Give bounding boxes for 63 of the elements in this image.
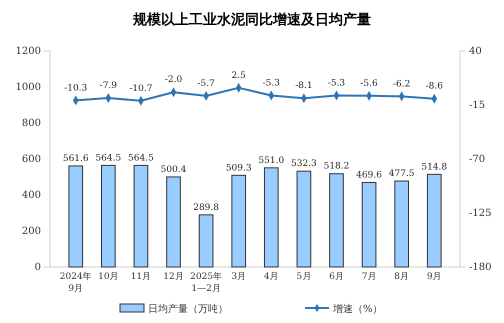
x-tick-label: 10月 xyxy=(98,272,119,282)
bar xyxy=(68,165,84,268)
data-label: 518.2 xyxy=(324,162,350,172)
bar xyxy=(100,164,116,268)
y2-tick-label: -15 xyxy=(469,100,486,112)
bar xyxy=(329,173,344,268)
bar xyxy=(134,164,148,268)
data-label: 564.5 xyxy=(95,153,122,164)
data-label: 561.6 xyxy=(62,154,89,164)
y-tick-label: 800 xyxy=(22,118,41,130)
x-tick-label: 2024年 9月 xyxy=(60,271,92,294)
data-label: -5.3 xyxy=(262,78,280,88)
bar xyxy=(198,214,214,268)
data-label: 2.5 xyxy=(232,70,246,81)
y2-tick-label: 40 xyxy=(469,46,482,58)
bar xyxy=(296,170,312,268)
x-tick-label: 5月 xyxy=(296,272,312,282)
x-tick-label: 11月 xyxy=(130,272,152,282)
bar xyxy=(394,180,410,268)
y-tick-label: 400 xyxy=(22,190,41,202)
bar xyxy=(264,167,279,268)
y2-tick-label: -180 xyxy=(469,262,492,274)
data-label: 532.3 xyxy=(291,159,318,170)
x-tick-label: 4月 xyxy=(264,272,279,282)
legend-label: 日均产量（万吨） xyxy=(148,303,228,315)
data-label: 564.5 xyxy=(128,153,154,164)
data-label: -5.7 xyxy=(197,78,216,89)
data-label: -8.1 xyxy=(295,81,313,92)
x-tick-label: 3月 xyxy=(231,272,246,282)
bar xyxy=(426,174,442,268)
data-label: -10.7 xyxy=(129,84,153,94)
data-label: 477.5 xyxy=(388,169,415,180)
legend-label: 增速（%） xyxy=(332,303,383,315)
y-tick-label: 1000 xyxy=(16,82,41,94)
y-tick-label: 600 xyxy=(22,154,41,166)
x-tick-label: 7月 xyxy=(362,272,376,282)
data-label: -5.6 xyxy=(360,78,378,89)
y-tick-label: 1200 xyxy=(16,46,41,58)
data-label: 469.6 xyxy=(356,170,382,180)
data-label: -8.6 xyxy=(426,82,444,92)
data-label: 289.8 xyxy=(193,202,220,213)
data-label: 500.4 xyxy=(160,164,187,175)
x-tick-label: 8月 xyxy=(394,272,410,282)
y2-tick-label: -125 xyxy=(469,208,492,220)
data-label: -7.9 xyxy=(100,81,118,92)
y-tick-label: 200 xyxy=(22,226,41,238)
data-label: 509.3 xyxy=(226,163,252,174)
data-label: -5.3 xyxy=(328,78,346,88)
y2-tick-label: -70 xyxy=(469,154,486,166)
data-label: -6.2 xyxy=(392,79,410,90)
y-tick-label: 0 xyxy=(34,262,41,274)
data-label: -10.3 xyxy=(64,83,88,94)
x-tick-label: 6月 xyxy=(329,272,344,282)
bar xyxy=(362,182,376,268)
bar xyxy=(231,174,246,268)
chart-title: 规模以上工业水泥同比增速及日均产量 xyxy=(132,11,371,28)
x-tick-label: 9月 xyxy=(426,272,442,282)
data-label: 551.0 xyxy=(258,156,284,166)
data-label: 514.8 xyxy=(421,162,448,172)
data-label: -2.0 xyxy=(164,75,182,86)
bar xyxy=(166,176,181,268)
x-tick-label: 12月 xyxy=(163,272,184,282)
x-tick-label: 2025年 1—2月 xyxy=(190,271,222,294)
